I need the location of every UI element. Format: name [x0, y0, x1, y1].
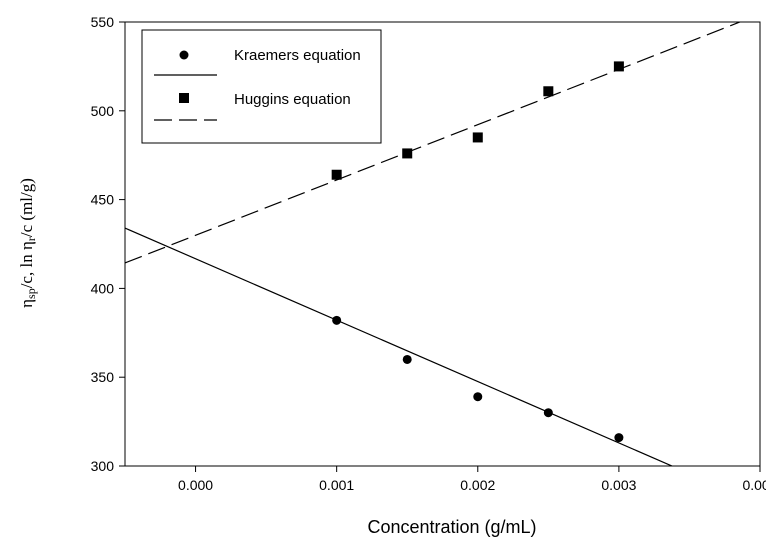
legend-marker-huggins: [179, 93, 189, 103]
y-tick-label: 500: [91, 103, 115, 119]
data-point-huggins: [613, 61, 624, 72]
y-tick-label: 450: [91, 192, 115, 208]
plot-area: [125, 22, 742, 466]
y-axis-title-part: /c, ln η: [17, 241, 36, 288]
x-tick-label: 0.003: [601, 477, 636, 493]
y-tick-label: 350: [91, 369, 115, 385]
legend-label-huggins: Huggins equation: [234, 91, 351, 108]
data-point-huggins: [331, 169, 342, 180]
y-axis-title-part: /c (ml/g): [17, 178, 36, 237]
x-axis-title: Concentration (g/mL): [367, 517, 536, 537]
fit-line-kraemers: [125, 227, 674, 466]
data-point-huggins: [402, 148, 413, 159]
y-axis-title-subscript: r: [24, 237, 38, 241]
x-tick-label: 0.000: [178, 477, 213, 493]
data-point-kraemers: [402, 354, 412, 364]
y-axis-title: ηsp/c, ln ηr/c (ml/g): [17, 178, 38, 308]
x-tick-label: 0.004: [742, 477, 766, 493]
data-point-huggins: [472, 132, 483, 143]
y-tick-label: 550: [91, 14, 115, 30]
legend: Kraemers equation Huggins equation: [141, 29, 382, 144]
data-point-huggins: [543, 86, 554, 97]
data-point-kraemers: [473, 392, 483, 402]
data-point-kraemers: [614, 433, 624, 443]
fit-line-huggins: [125, 22, 742, 264]
legend-box: [141, 29, 382, 144]
x-tick-label: 0.002: [460, 477, 495, 493]
data-point-kraemers: [543, 408, 553, 418]
y-axis-title-part: η: [17, 299, 36, 308]
data-point-kraemers: [332, 315, 342, 325]
y-axis-title-subscript: sp: [24, 288, 38, 299]
x-tick-label: 0.001: [319, 477, 354, 493]
legend-label-kraemers: Kraemers equation: [234, 47, 361, 64]
axes: 0.000 0.001 0.002 0.003 0.004 300 350 400 450 500…: [91, 14, 766, 493]
y-tick-label: 300: [91, 458, 115, 474]
legend-marker-kraemers: [179, 50, 189, 60]
plot-frame: [124, 21, 761, 467]
y-tick-label: 400: [91, 280, 115, 296]
